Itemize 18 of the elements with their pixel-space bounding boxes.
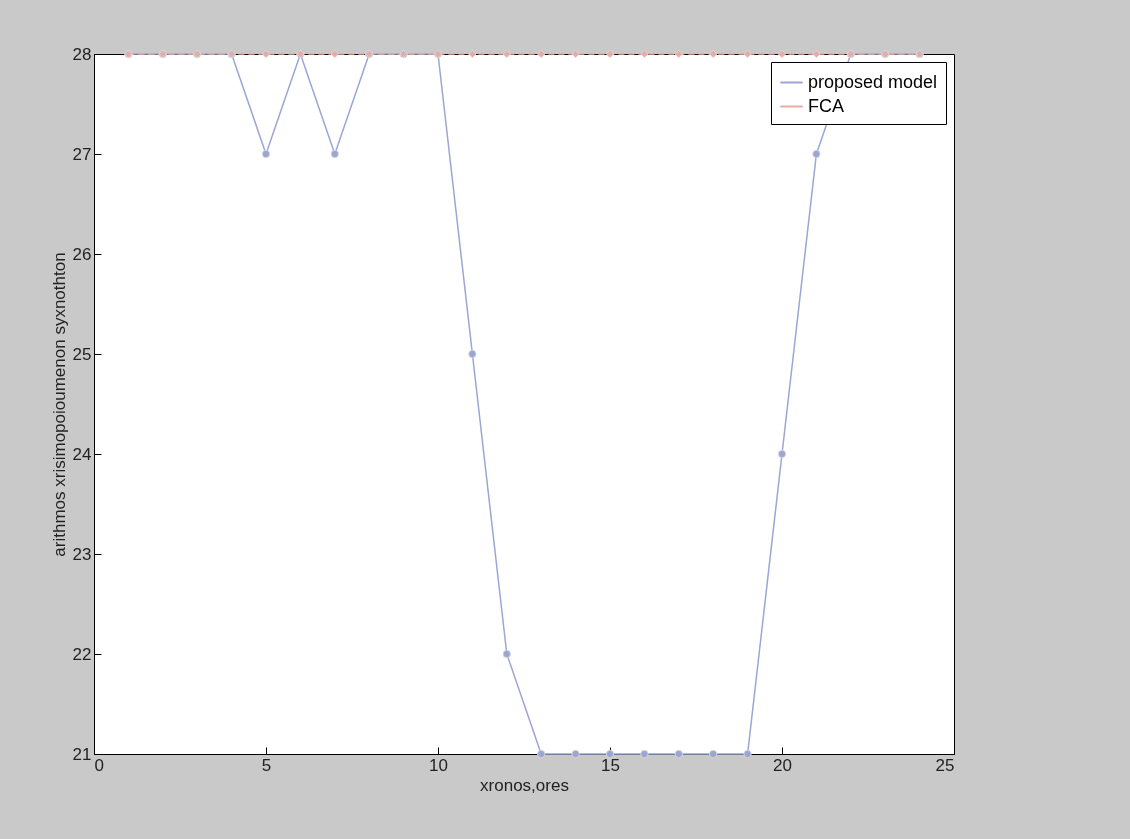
legend-label: FCA	[808, 95, 844, 116]
y-axis-title: arithmos xrisimopoioumenon syxnothton	[49, 252, 69, 557]
y-tick-label: 22	[72, 644, 92, 664]
x-tick-label: 10	[429, 755, 448, 775]
x-axis-title: xronos,ores	[480, 775, 569, 795]
x-tick-label: 0	[94, 755, 104, 775]
y-tick-label: 28	[72, 44, 92, 64]
y-tick-label: 25	[72, 344, 92, 364]
legend-label: proposed model	[808, 71, 938, 92]
y-tick-label: 21	[72, 744, 92, 764]
x-tick-label: 15	[601, 755, 620, 775]
y-tick-label: 23	[72, 544, 92, 564]
y-tick-label: 27	[72, 144, 92, 164]
x-tick-label: 5	[261, 755, 272, 775]
x-tick-label: 25	[935, 755, 955, 775]
y-tick-label: 26	[72, 244, 92, 264]
x-tick-label: 20	[773, 755, 792, 775]
y-tick-label: 24	[72, 444, 92, 464]
